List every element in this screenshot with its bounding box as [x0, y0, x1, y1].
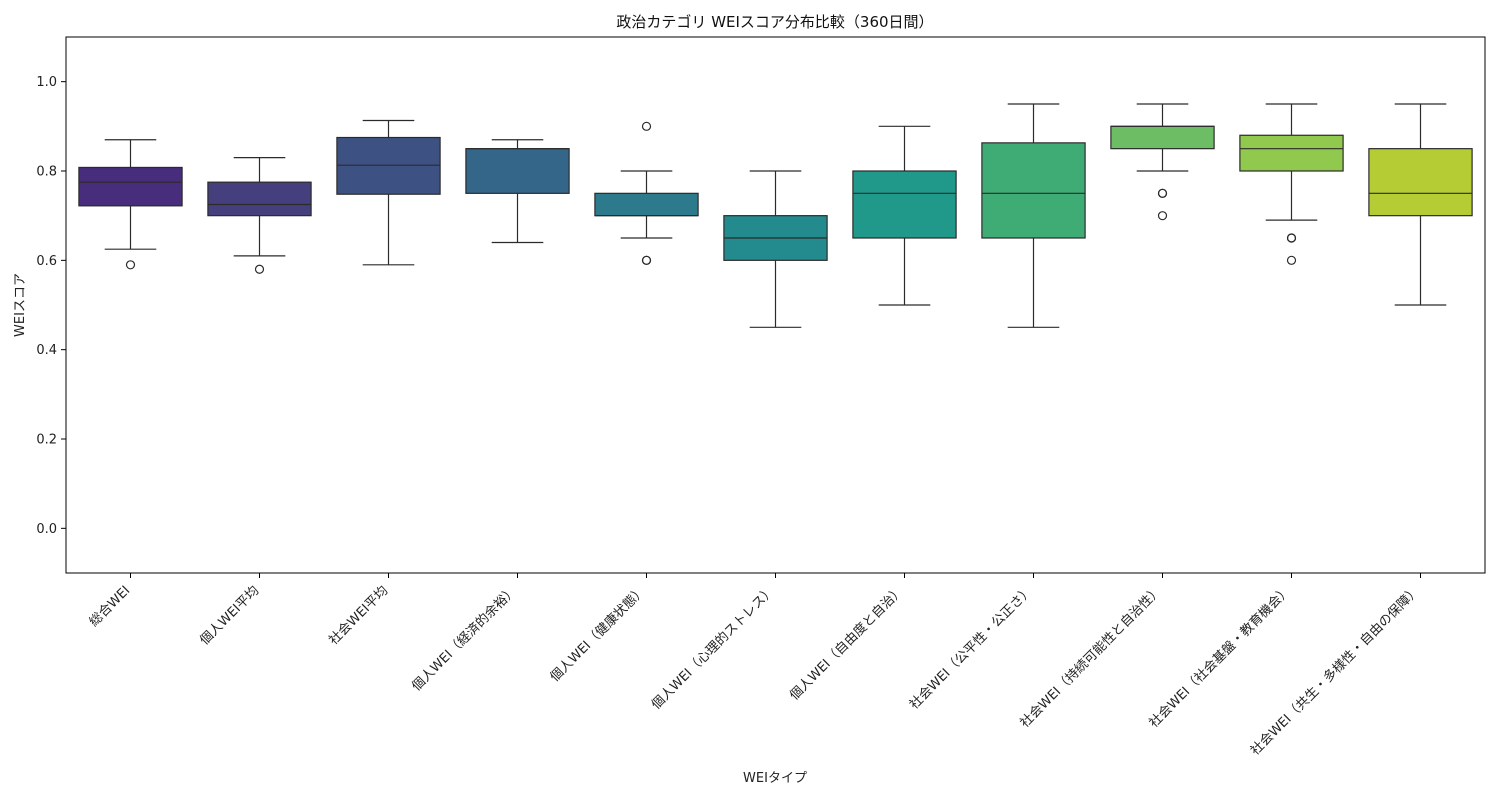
- x-tick-label: 個人WEI（自由度と自治）: [786, 583, 907, 704]
- box-group: [465, 139, 570, 244]
- box-group: [78, 139, 183, 270]
- box-iqr: [1239, 134, 1344, 172]
- x-axis: 総合WEI 個人WEI平均 社会WEI平均 個人WEI（経済的余裕） 個人WEI（健康状…: [87, 573, 1423, 759]
- outlier-point: [641, 121, 652, 131]
- x-tick-label: 社会WEI（持続可能性と自治性）: [1017, 583, 1165, 731]
- outlier-point: [125, 260, 136, 270]
- x-tick-label: 社会WEI平均: [326, 583, 392, 649]
- chart-title: 政治カテゴリ WEIスコア分布比較（360日間）: [616, 13, 933, 31]
- outlier-point: [641, 255, 652, 265]
- y-tick-label: 0.6: [36, 254, 57, 269]
- box-group: [1239, 103, 1344, 265]
- box-group: [852, 125, 957, 306]
- y-tick-label: 0.8: [36, 165, 57, 180]
- box-group: [1368, 103, 1473, 306]
- box-iqr: [852, 170, 957, 239]
- x-tick-label: 総合WEI: [87, 583, 134, 630]
- box-iqr: [78, 166, 183, 207]
- x-tick-label: 個人WEI（心理的ストレス）: [648, 583, 778, 713]
- box-iqr: [465, 148, 570, 194]
- box-iqr: [336, 136, 441, 195]
- outlier-point: [1286, 233, 1297, 243]
- y-tick-label: 0.4: [36, 343, 57, 358]
- y-axis: 0.0 0.2 0.4 0.6 0.8 1.0: [36, 75, 66, 537]
- x-tick-label: 社会WEI（社会基盤・教育機会）: [1146, 583, 1294, 731]
- outlier-point: [254, 264, 265, 274]
- x-tick-label: 個人WEI（経済的余裕）: [409, 583, 521, 695]
- y-tick-label: 0.0: [36, 522, 57, 537]
- x-tick-label: 社会WEI（公平性・公正さ）: [906, 583, 1036, 713]
- box-group: [207, 157, 312, 274]
- box-iqr: [1110, 125, 1215, 150]
- x-tick-label: 個人WEI平均: [197, 583, 262, 648]
- box-iqr: [981, 142, 1086, 239]
- box-iqr: [1368, 148, 1473, 217]
- box-group: [1110, 103, 1215, 221]
- boxes-layer: [78, 103, 1473, 328]
- outlier-point: [1157, 211, 1168, 221]
- box-group: [336, 119, 441, 266]
- x-tick-label: 個人WEI（健康状態）: [547, 583, 649, 685]
- box-group: [723, 170, 828, 328]
- box-iqr: [207, 181, 312, 217]
- outlier-point: [1157, 188, 1168, 198]
- y-tick-label: 0.2: [36, 433, 57, 448]
- box-group: [981, 103, 1086, 328]
- box-group: [594, 121, 699, 265]
- y-axis-title: WEIスコア: [13, 273, 28, 337]
- outlier-point: [1286, 255, 1297, 265]
- x-axis-title: WEIタイプ: [743, 771, 807, 786]
- box-iqr: [594, 192, 699, 217]
- y-tick-label: 1.0: [36, 75, 57, 90]
